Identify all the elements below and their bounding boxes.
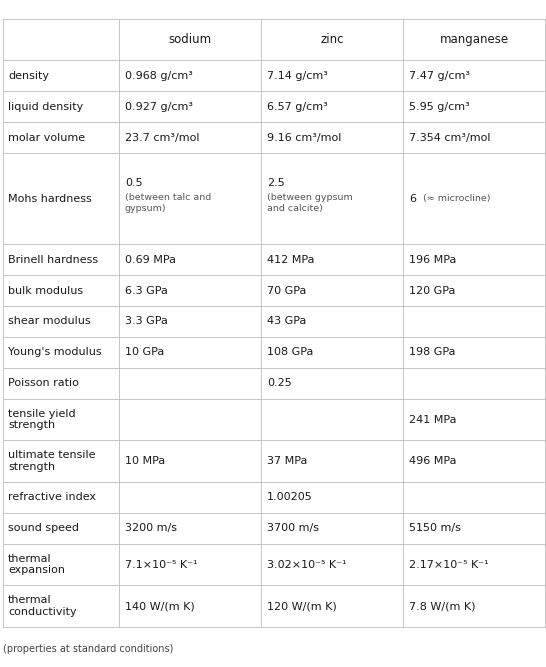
Text: 3.02×10⁻⁵ K⁻¹: 3.02×10⁻⁵ K⁻¹ (267, 560, 346, 570)
Text: 120 GPa: 120 GPa (409, 285, 455, 295)
Text: 0.5: 0.5 (124, 177, 143, 187)
Text: 10 MPa: 10 MPa (124, 456, 165, 466)
Text: sodium: sodium (169, 33, 212, 46)
Text: 6: 6 (409, 193, 416, 203)
Text: 37 MPa: 37 MPa (267, 456, 307, 466)
Text: 0.69 MPa: 0.69 MPa (124, 255, 176, 265)
Text: 9.16 cm³/mol: 9.16 cm³/mol (267, 133, 341, 143)
Text: 2.5: 2.5 (267, 177, 284, 187)
Text: 7.8 W/(m K): 7.8 W/(m K) (409, 601, 476, 611)
Text: 6.3 GPa: 6.3 GPa (124, 285, 168, 295)
Text: 198 GPa: 198 GPa (409, 348, 455, 358)
Text: Poisson ratio: Poisson ratio (8, 378, 79, 388)
Text: 10 GPa: 10 GPa (124, 348, 164, 358)
Text: 1.00205: 1.00205 (267, 492, 312, 502)
Text: shear modulus: shear modulus (8, 316, 91, 326)
Text: sound speed: sound speed (8, 524, 79, 534)
Text: (between talc and
gypsum): (between talc and gypsum) (124, 193, 211, 213)
Text: tensile yield
strength: tensile yield strength (8, 409, 76, 430)
Text: 196 MPa: 196 MPa (409, 255, 456, 265)
Text: 70 GPa: 70 GPa (267, 285, 306, 295)
Text: 23.7 cm³/mol: 23.7 cm³/mol (124, 133, 199, 143)
Text: (between gypsum
and calcite): (between gypsum and calcite) (267, 193, 353, 213)
Text: 3.3 GPa: 3.3 GPa (124, 316, 168, 326)
Text: Brinell hardness: Brinell hardness (8, 255, 98, 265)
Text: 6.57 g/cm³: 6.57 g/cm³ (267, 101, 328, 111)
Text: thermal
conductivity: thermal conductivity (8, 596, 77, 617)
Text: thermal
expansion: thermal expansion (8, 554, 65, 576)
Text: Young's modulus: Young's modulus (8, 348, 102, 358)
Text: 140 W/(m K): 140 W/(m K) (124, 601, 194, 611)
Text: 412 MPa: 412 MPa (267, 255, 314, 265)
Text: 241 MPa: 241 MPa (409, 414, 456, 424)
Text: 43 GPa: 43 GPa (267, 316, 306, 326)
Text: bulk modulus: bulk modulus (8, 285, 84, 295)
Text: 120 W/(m K): 120 W/(m K) (267, 601, 336, 611)
Text: (≈ microcline): (≈ microcline) (417, 194, 490, 203)
Text: 3200 m/s: 3200 m/s (124, 524, 177, 534)
Text: 108 GPa: 108 GPa (267, 348, 313, 358)
Text: 496 MPa: 496 MPa (409, 456, 456, 466)
Text: 3700 m/s: 3700 m/s (267, 524, 319, 534)
Text: ultimate tensile
strength: ultimate tensile strength (8, 450, 96, 472)
Text: 2.17×10⁻⁵ K⁻¹: 2.17×10⁻⁵ K⁻¹ (409, 560, 489, 570)
Text: 7.47 g/cm³: 7.47 g/cm³ (409, 71, 470, 81)
Text: 0.968 g/cm³: 0.968 g/cm³ (124, 71, 193, 81)
Text: molar volume: molar volume (8, 133, 85, 143)
Text: refractive index: refractive index (8, 492, 96, 502)
Text: (properties at standard conditions): (properties at standard conditions) (3, 644, 173, 654)
Text: 0.927 g/cm³: 0.927 g/cm³ (124, 101, 193, 111)
Text: Mohs hardness: Mohs hardness (8, 193, 92, 203)
Text: 7.14 g/cm³: 7.14 g/cm³ (267, 71, 328, 81)
Text: manganese: manganese (440, 33, 509, 46)
Text: zinc: zinc (321, 33, 344, 46)
Text: 7.354 cm³/mol: 7.354 cm³/mol (409, 133, 490, 143)
Text: 7.1×10⁻⁵ K⁻¹: 7.1×10⁻⁵ K⁻¹ (124, 560, 197, 570)
Text: 5150 m/s: 5150 m/s (409, 524, 461, 534)
Text: density: density (8, 71, 49, 81)
Text: liquid density: liquid density (8, 101, 84, 111)
Text: 0.25: 0.25 (267, 378, 292, 388)
Text: 5.95 g/cm³: 5.95 g/cm³ (409, 101, 470, 111)
